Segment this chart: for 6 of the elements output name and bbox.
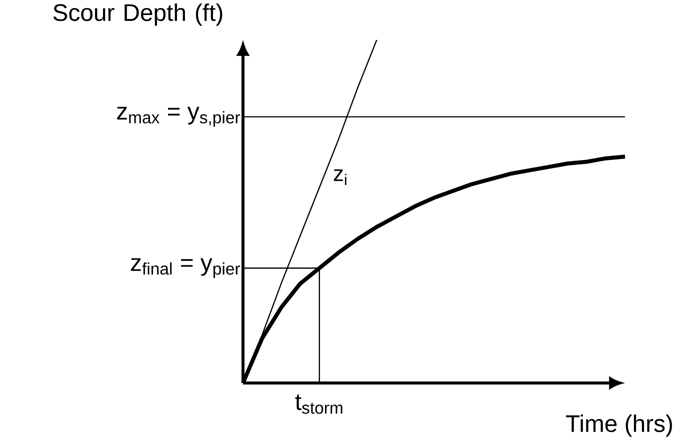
annotation: t$_{storm}$ — [295, 394, 342, 414]
ref-line-label: z$_{max}$ = y$_{s,pier}$ — [117, 106, 240, 127]
annotation: z$_{i}$ — [334, 169, 346, 185]
x-axis-title: Time (hrs) — [566, 414, 672, 437]
ref-line-label: z$_{final}$ = y$_{pier}$ — [131, 258, 240, 278]
y-axis-title: Scour Depth (ft) — [53, 4, 222, 26]
